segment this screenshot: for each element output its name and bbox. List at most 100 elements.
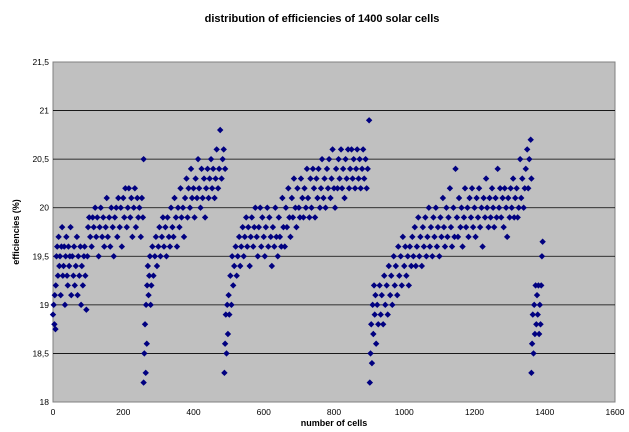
data-point [325,155,333,163]
data-point [523,146,531,153]
data-points [49,117,546,386]
data-point [530,350,537,357]
data-point [362,155,369,163]
data-point [536,301,544,309]
data-point [177,185,184,192]
data-point [533,291,541,299]
data-point [58,223,66,231]
data-point [125,185,133,192]
data-point [427,223,435,231]
data-point [201,214,209,221]
data-point [280,223,287,231]
data-point [403,272,410,279]
data-point [460,214,468,221]
data-point [423,253,430,260]
data-point [345,185,353,192]
data-point [212,175,219,182]
data-point [60,262,67,270]
data-point [315,165,322,173]
data-point [221,165,229,173]
data-point [394,291,401,299]
data-point [410,253,417,260]
data-point [104,233,111,241]
data-point [453,214,461,221]
data-point [205,194,212,202]
data-point [72,262,80,270]
data-point [391,282,398,289]
data-point [70,272,77,279]
data-point [50,301,57,309]
data-point [242,214,250,221]
data-point [520,204,527,211]
data-point [146,253,154,260]
data-point [416,253,423,260]
data-point [65,262,73,270]
data-point [207,155,215,163]
data-point [516,155,524,163]
data-point [497,214,505,221]
data-point [141,350,148,357]
data-point [472,233,479,241]
data-point [506,214,513,221]
data-point [534,311,541,318]
data-point [255,223,263,231]
data-point [413,243,421,250]
data-point [454,233,462,241]
data-point [55,233,62,241]
data-point [232,243,239,250]
data-point [392,262,400,270]
data-point [508,204,515,211]
data-point [240,253,247,260]
data-point [531,301,538,309]
data-point [422,214,429,221]
data-point [222,311,230,318]
data-point [178,214,185,221]
data-point [289,214,297,221]
data-point [188,194,196,202]
x-tick-label: 1400 [535,407,554,417]
data-point [324,185,332,192]
chart-title: distribution of efficiencies of 1400 sol… [205,13,440,25]
data-point [227,272,234,279]
data-point [439,194,447,202]
data-point [443,204,450,211]
data-point [275,214,283,221]
data-point [180,233,188,241]
data-point [500,223,507,231]
data-point [432,204,440,211]
data-point [398,282,405,289]
data-point [468,185,476,192]
data-point [525,185,532,192]
data-point [356,155,363,163]
data-point [476,223,484,231]
data-point [269,223,277,231]
data-point [57,291,64,299]
data-point [343,175,350,182]
data-point [226,311,233,318]
data-point [85,214,93,221]
data-point [106,214,113,221]
data-point [187,165,195,173]
data-point [257,204,264,211]
data-point [309,165,317,173]
data-point [311,214,319,221]
data-point [372,291,379,299]
data-point [166,243,174,250]
data-point [308,204,315,211]
x-tick-label: 600 [257,407,271,417]
data-point [478,204,485,211]
data-point [158,233,166,241]
data-point [369,301,376,309]
data-point [75,253,82,260]
data-point [294,185,301,192]
data-point [501,185,508,192]
data-point [51,291,58,299]
data-point [150,272,157,279]
x-tick-label: 800 [327,407,341,417]
data-point [95,253,102,260]
data-point [90,223,97,231]
data-point [409,233,416,241]
data-point [140,379,147,386]
data-point [539,238,546,245]
